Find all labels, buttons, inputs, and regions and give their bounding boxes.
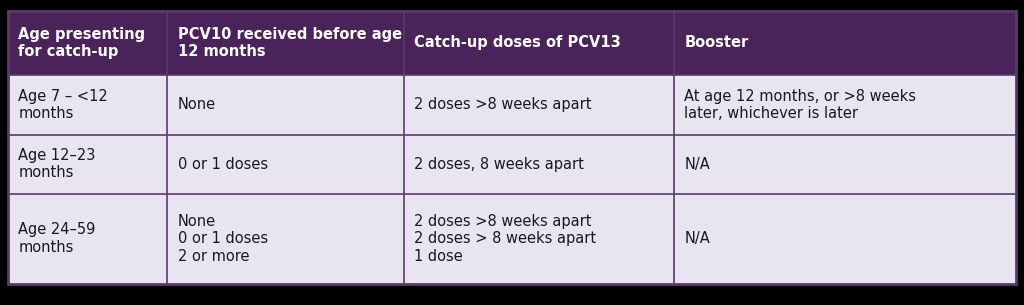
Text: Booster: Booster xyxy=(684,35,749,50)
Text: None: None xyxy=(177,97,216,112)
Text: N/A: N/A xyxy=(684,157,711,172)
Text: N/A: N/A xyxy=(684,231,711,246)
Bar xyxy=(8,11,1016,284)
Text: 2 doses >8 weeks apart
2 doses > 8 weeks apart
1 dose: 2 doses >8 weeks apart 2 doses > 8 weeks… xyxy=(415,214,597,264)
Text: Catch-up doses of PCV13: Catch-up doses of PCV13 xyxy=(415,35,622,50)
Text: None
0 or 1 doses
2 or more: None 0 or 1 doses 2 or more xyxy=(177,214,267,264)
Bar xyxy=(8,11,1016,75)
Text: At age 12 months, or >8 weeks
later, whichever is later: At age 12 months, or >8 weeks later, whi… xyxy=(684,89,916,121)
Text: Age 12–23
months: Age 12–23 months xyxy=(18,148,96,181)
Text: 2 doses >8 weeks apart: 2 doses >8 weeks apart xyxy=(415,97,592,112)
Bar xyxy=(8,11,1016,284)
Bar xyxy=(8,135,1016,194)
Text: 2 doses, 8 weeks apart: 2 doses, 8 weeks apart xyxy=(415,157,585,172)
Text: Age 7 – <12
months: Age 7 – <12 months xyxy=(18,89,109,121)
Text: 0 or 1 doses: 0 or 1 doses xyxy=(177,157,267,172)
Bar xyxy=(8,75,1016,135)
Text: Age 24–59
months: Age 24–59 months xyxy=(18,222,96,255)
Text: Age presenting
for catch-up: Age presenting for catch-up xyxy=(18,27,145,59)
Bar xyxy=(8,194,1016,284)
Text: PCV10 received before age
12 months: PCV10 received before age 12 months xyxy=(177,27,401,59)
